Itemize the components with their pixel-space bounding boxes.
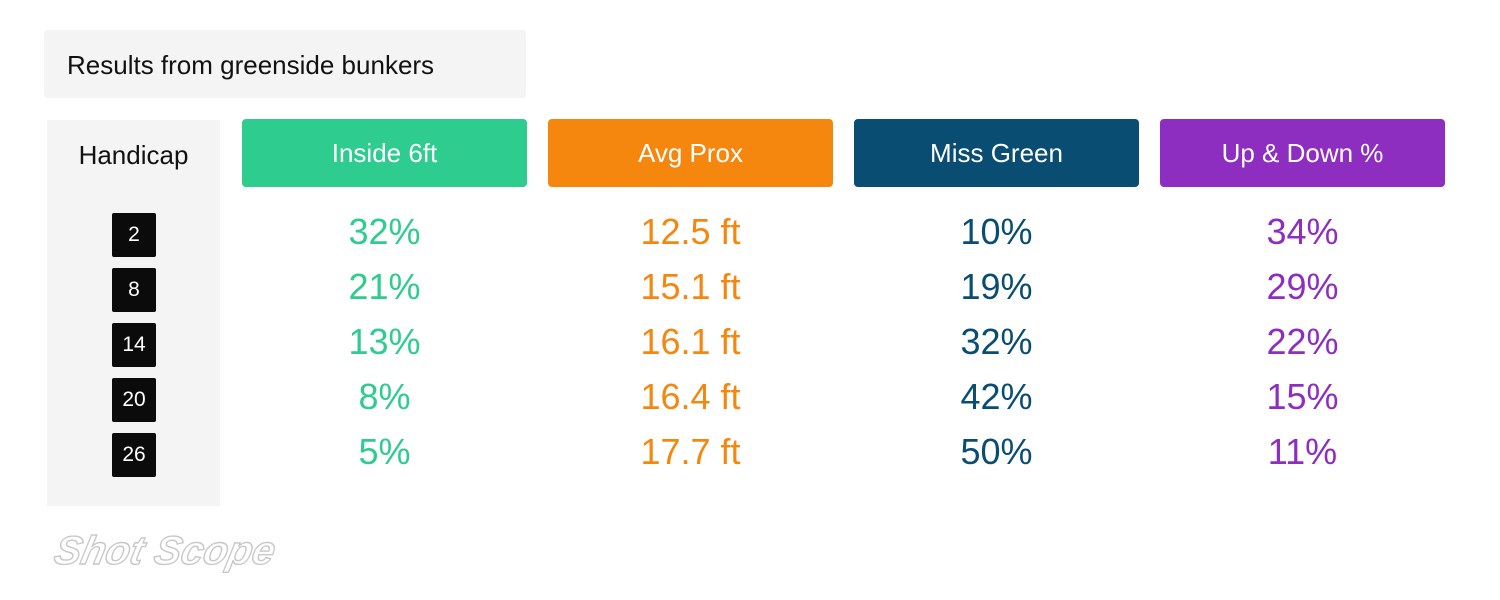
handicap-badge: 20	[112, 378, 156, 422]
shot-scope-logo: Shot Scope	[50, 528, 281, 574]
cell-inside-6ft: 13%	[348, 321, 421, 362]
cell-inside-6ft: 21%	[348, 266, 421, 307]
cell-miss-green: 10%	[960, 211, 1033, 252]
cell-up-and-down: 15%	[1266, 376, 1339, 417]
cell-avg-prox: 12.5 ft	[640, 211, 741, 252]
cell-inside-6ft: 32%	[348, 211, 421, 252]
header-miss-green: Miss Green	[854, 119, 1139, 187]
handicap-panel: Handicap 2 8 14 20 26	[47, 120, 220, 506]
cell-miss-green: 32%	[960, 321, 1033, 362]
handicap-badge: 26	[112, 433, 156, 477]
cell-miss-green: 19%	[960, 266, 1033, 307]
header-avg-prox: Avg Prox	[548, 119, 833, 187]
cell-up-and-down: 22%	[1266, 321, 1339, 362]
cell-miss-green: 42%	[960, 376, 1033, 417]
cell-up-and-down: 29%	[1266, 266, 1339, 307]
handicap-label: Handicap	[78, 140, 189, 170]
cell-miss-green: 50%	[960, 431, 1033, 472]
cell-avg-prox: 16.1 ft	[640, 321, 741, 362]
header-inside-6ft: Inside 6ft	[242, 119, 527, 187]
cell-avg-prox: 15.1 ft	[640, 266, 741, 307]
chart-title-box: Results from greenside bunkers	[44, 30, 526, 98]
cell-inside-6ft: 8%	[358, 376, 411, 417]
cell-avg-prox: 16.4 ft	[640, 376, 741, 417]
handicap-badge: 2	[112, 213, 156, 257]
svg-text:Shot Scope: Shot Scope	[50, 528, 280, 573]
handicap-badge: 14	[112, 323, 156, 367]
cell-inside-6ft: 5%	[358, 431, 411, 472]
cell-up-and-down: 11%	[1267, 431, 1338, 472]
cell-avg-prox: 17.7 ft	[640, 431, 741, 472]
header-up-and-down: Up & Down %	[1160, 119, 1445, 187]
cell-up-and-down: 34%	[1266, 211, 1339, 252]
handicap-badge: 8	[112, 268, 156, 312]
chart-title: Results from greenside bunkers	[67, 50, 435, 80]
